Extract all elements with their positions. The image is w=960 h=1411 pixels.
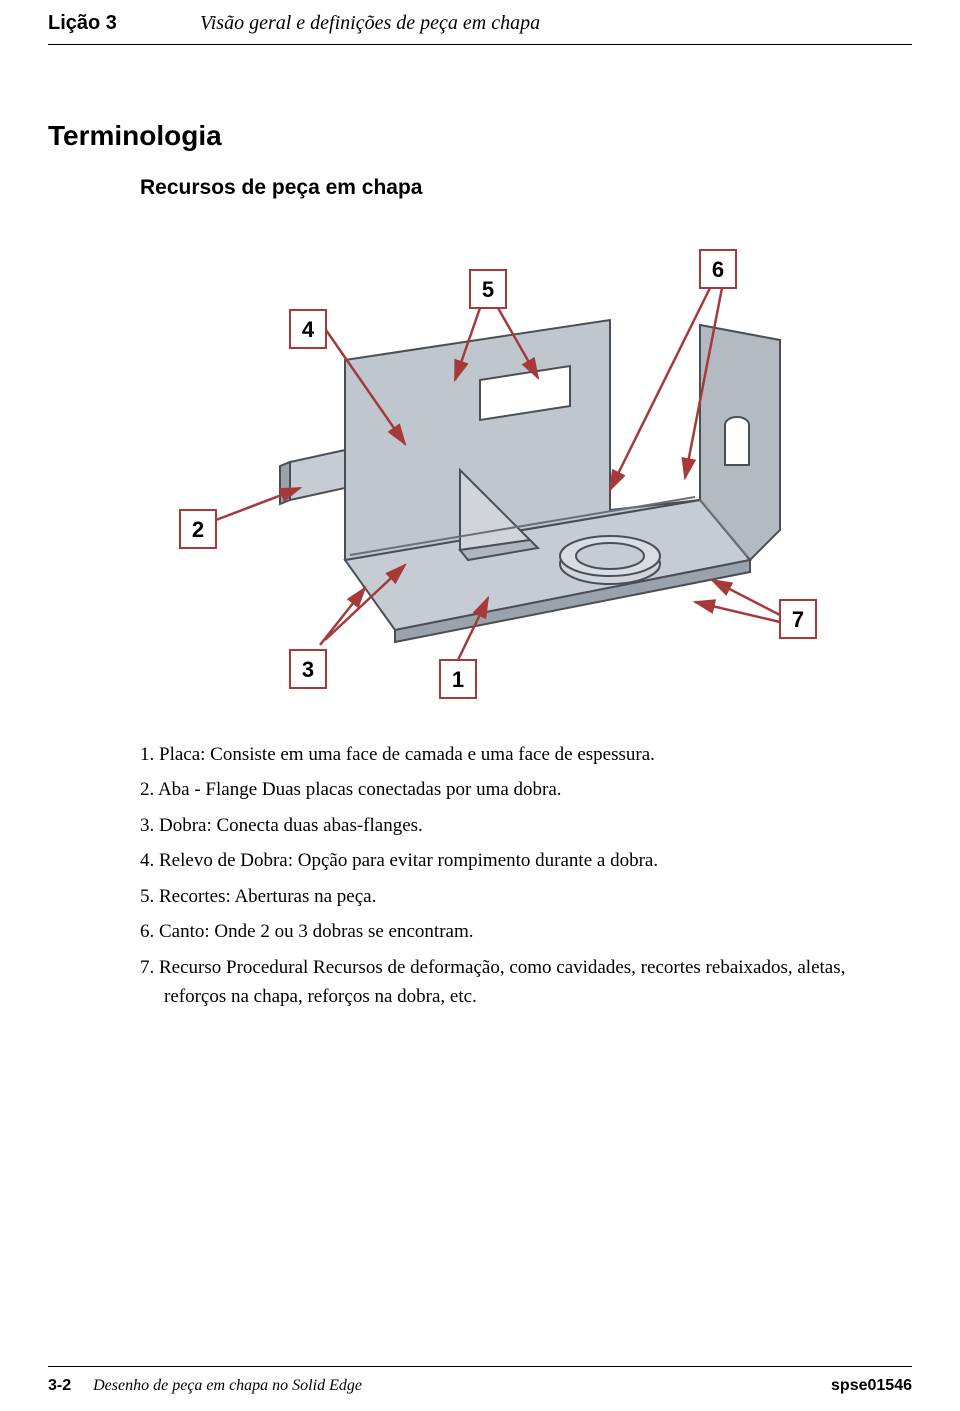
header-lesson: Lição 3 <box>48 12 117 35</box>
footer-code: spse01546 <box>831 1377 912 1395</box>
footer-book-title: Desenho de peça em chapa no Solid Edge <box>93 1377 362 1394</box>
heading-recursos: Recursos de peça em chapa <box>140 176 422 200</box>
list-item: 5. Recortes: Aberturas na peça. <box>140 882 912 911</box>
svg-text:1: 1 <box>452 667 464 692</box>
list-item: 1. Placa: Consiste em uma face de camada… <box>140 740 912 769</box>
svg-text:3: 3 <box>302 657 314 682</box>
list-item: 3. Dobra: Conecta duas abas-flanges. <box>140 811 912 840</box>
footer-rule <box>48 1366 912 1367</box>
definition-list: 1. Placa: Consiste em uma face de camada… <box>140 740 912 1018</box>
page: Lição 3 Visão geral e definições de peça… <box>0 0 960 1411</box>
header-rule <box>48 44 912 45</box>
list-item: 7. Recurso Procedural Recursos de deform… <box>140 953 912 1012</box>
svg-text:2: 2 <box>192 517 204 542</box>
part-illustration <box>280 320 780 642</box>
svg-text:7: 7 <box>792 607 804 632</box>
svg-text:6: 6 <box>712 257 724 282</box>
footer-page-number: 3-2 <box>48 1377 71 1394</box>
sheet-metal-diagram: 1 2 3 4 5 6 7 <box>140 230 840 710</box>
footer-left: 3-2 Desenho de peça em chapa no Solid Ed… <box>48 1377 362 1395</box>
svg-text:5: 5 <box>482 277 494 302</box>
header-title: Visão geral e definições de peça em chap… <box>200 12 540 35</box>
svg-text:4: 4 <box>302 317 315 342</box>
list-item: 4. Relevo de Dobra: Opção para evitar ro… <box>140 846 912 875</box>
list-item: 2. Aba - Flange Duas placas conectadas p… <box>140 775 912 804</box>
heading-terminologia: Terminologia <box>48 120 222 152</box>
list-item: 6. Canto: Onde 2 ou 3 dobras se encontra… <box>140 917 912 946</box>
